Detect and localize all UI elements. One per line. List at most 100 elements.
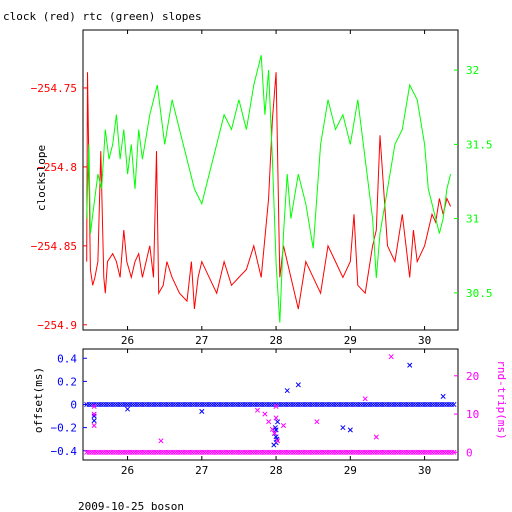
x-tick-label: 27 bbox=[195, 464, 208, 477]
point-rnd-trip bbox=[362, 396, 368, 402]
point-rnd-trip-b bbox=[273, 415, 279, 421]
x-tick-label: 28 bbox=[269, 334, 282, 347]
point-rnd-trip-b bbox=[280, 422, 287, 429]
point-offset-b bbox=[272, 425, 278, 431]
y-left-tick-label: −254.85 bbox=[31, 240, 77, 253]
point-rnd-trip-b bbox=[158, 438, 164, 444]
y-left-tick-label: −0.2 bbox=[51, 422, 78, 435]
point-offset-b bbox=[407, 362, 413, 368]
point-rnd-trip-b bbox=[91, 403, 97, 409]
point-offset-b bbox=[274, 436, 280, 442]
point-offset-b bbox=[91, 413, 97, 419]
point-offset-b bbox=[125, 406, 131, 412]
point-rnd-trip-b bbox=[91, 422, 97, 429]
point-offset-b bbox=[273, 434, 279, 440]
y-left-tick-label: −254.8 bbox=[37, 161, 77, 174]
point-offset-b bbox=[347, 427, 353, 433]
point-offset bbox=[91, 413, 97, 419]
point-rnd-trip-b bbox=[262, 411, 268, 417]
point-rnd-trip-b bbox=[266, 419, 272, 425]
point-offset bbox=[125, 406, 131, 412]
point-rnd-trip bbox=[388, 354, 394, 360]
chart-title: clock (red) rtc (green) slopes bbox=[3, 10, 202, 23]
point-rnd-trip bbox=[373, 434, 379, 440]
series-line-clock bbox=[86, 72, 452, 310]
y-right-tick-label: 31 bbox=[466, 213, 479, 226]
point-rnd-trip-b bbox=[91, 411, 97, 417]
point-rnd-trip bbox=[275, 438, 281, 444]
point-offset bbox=[340, 425, 346, 431]
x-tick-label: 26 bbox=[121, 464, 134, 477]
point-rnd-trip bbox=[280, 422, 287, 429]
top-plot-frame bbox=[82, 29, 459, 331]
point-rnd-trip-b bbox=[388, 354, 394, 360]
point-rnd-trip bbox=[254, 407, 261, 413]
point-rnd-trip bbox=[91, 411, 97, 417]
y-right-tick-label: 31.5 bbox=[466, 138, 493, 151]
point-offset-b bbox=[91, 418, 97, 424]
point-offset bbox=[295, 382, 301, 388]
point-rnd-trip-baseline-b bbox=[451, 449, 457, 455]
point-rnd-trip-b bbox=[269, 426, 275, 432]
x-tick-label: 27 bbox=[195, 334, 208, 347]
top-y-axis-label: clockslope bbox=[35, 145, 48, 211]
y-left-tick-label: −254.9 bbox=[37, 319, 77, 332]
point-offset bbox=[199, 408, 205, 414]
bottom-y2-axis-label: rnd-trip(ms) bbox=[495, 360, 508, 439]
x-tick-label: 29 bbox=[344, 334, 357, 347]
x-tick-label: 30 bbox=[418, 334, 431, 347]
point-rnd-trip-b bbox=[273, 403, 279, 409]
y-right-tick-label: 20 bbox=[466, 370, 479, 383]
point-offset-b bbox=[275, 419, 281, 425]
point-rnd-trip bbox=[272, 430, 278, 436]
point-rnd-trip-baseline bbox=[451, 449, 457, 455]
point-offset-baseline bbox=[451, 401, 457, 408]
y-left-tick-label: −254.75 bbox=[31, 82, 77, 95]
point-offset bbox=[284, 388, 290, 394]
point-rnd-trip-b bbox=[272, 430, 278, 436]
point-rnd-trip bbox=[158, 438, 164, 444]
y-right-tick-label: 0 bbox=[466, 446, 473, 459]
point-offset-baseline-b bbox=[451, 401, 457, 408]
point-rnd-trip bbox=[262, 411, 268, 417]
y-right-tick-label: 10 bbox=[466, 408, 479, 421]
point-rnd-trip bbox=[314, 419, 320, 425]
y-left-tick-label: 0.2 bbox=[57, 375, 77, 388]
point-offset bbox=[275, 419, 281, 425]
y-left-tick-label: −0.4 bbox=[51, 445, 78, 458]
point-rnd-trip-b bbox=[373, 434, 379, 440]
point-offset-b bbox=[284, 388, 290, 394]
point-rnd-trip-b bbox=[275, 438, 281, 444]
y-right-tick-label: 32 bbox=[466, 64, 479, 77]
point-offset-b bbox=[295, 382, 301, 388]
bottom-plot-panel: 26 27 28 29 30 −0.4 −0.2 0 0.2 0.4 0 10 20 bbox=[51, 348, 479, 477]
series-line-rtc bbox=[86, 55, 452, 323]
x-tick-label: 29 bbox=[344, 464, 357, 477]
point-offset bbox=[440, 393, 446, 399]
y-left-tick-label: 0.4 bbox=[57, 352, 77, 365]
footer-label: 2009-10-25 boson bbox=[78, 500, 184, 512]
bottom-y-axis-label: offset(ms) bbox=[32, 367, 45, 433]
y-right-tick-label: 30.5 bbox=[466, 287, 493, 300]
point-offset bbox=[273, 434, 279, 440]
point-offset bbox=[91, 418, 97, 424]
point-rnd-trip bbox=[266, 419, 272, 425]
point-rnd-trip bbox=[269, 426, 275, 432]
y-left-tick-label: 0 bbox=[70, 399, 77, 412]
point-rnd-trip-b bbox=[314, 419, 320, 425]
x-tick-label: 30 bbox=[418, 464, 431, 477]
top-plot-panel: 26 27 28 29 30 −254.9 −254.85 −254.8 −254.75 30.5… bbox=[31, 29, 493, 347]
point-rnd-trip bbox=[91, 403, 97, 409]
point-rnd-trip bbox=[273, 403, 279, 409]
point-offset bbox=[347, 427, 353, 433]
point-offset-b bbox=[199, 408, 205, 414]
x-tick-label: 28 bbox=[269, 464, 282, 477]
point-rnd-trip-b bbox=[362, 396, 368, 402]
point-rnd-trip bbox=[273, 415, 279, 421]
x-tick-label: 26 bbox=[121, 334, 134, 347]
point-offset-b bbox=[440, 393, 446, 399]
point-rnd-trip-b bbox=[254, 407, 261, 413]
point-offset-b bbox=[340, 425, 346, 431]
